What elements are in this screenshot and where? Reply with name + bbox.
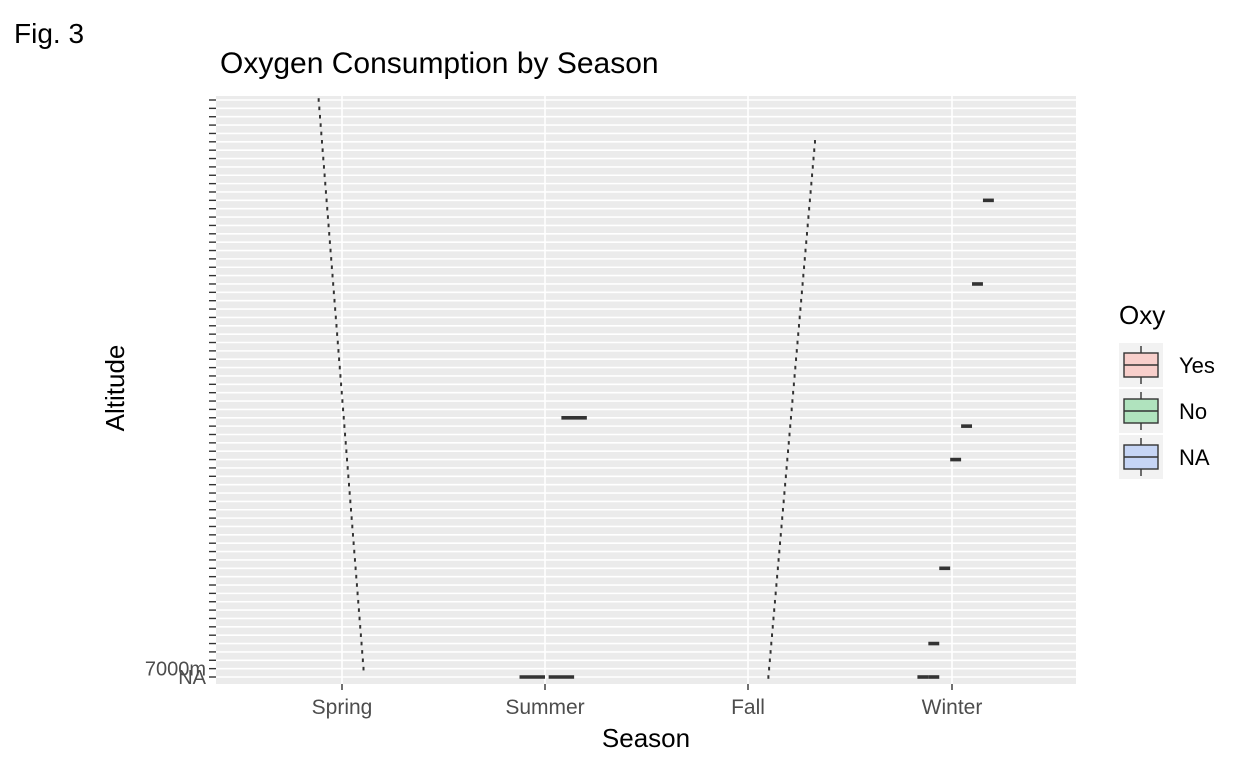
plot-panel [216,96,1076,684]
y-axis-title: Altitude [100,345,130,432]
x-tick-label: Summer [505,696,584,719]
x-tick-label: Spring [312,696,373,719]
legend-label: Yes [1179,353,1215,378]
legend-label: No [1179,399,1207,424]
x-axis: Spring Summer Fall Winter [312,684,983,719]
legend-title: Oxy [1119,300,1165,330]
chart-title: Oxygen Consumption by Season [220,47,659,80]
figure-label: Fig. 3 [14,18,84,49]
box-layer [317,98,994,679]
y-tick-label: 7000m [145,659,206,681]
x-tick-label: Fall [731,696,765,719]
y-tick-label: NA [178,667,206,689]
x-tick-label: Winter [922,696,983,719]
x-axis-title: Season [602,723,690,753]
legend: Oxy Yes No NA [1119,300,1215,479]
legend-label: NA [1179,445,1210,470]
